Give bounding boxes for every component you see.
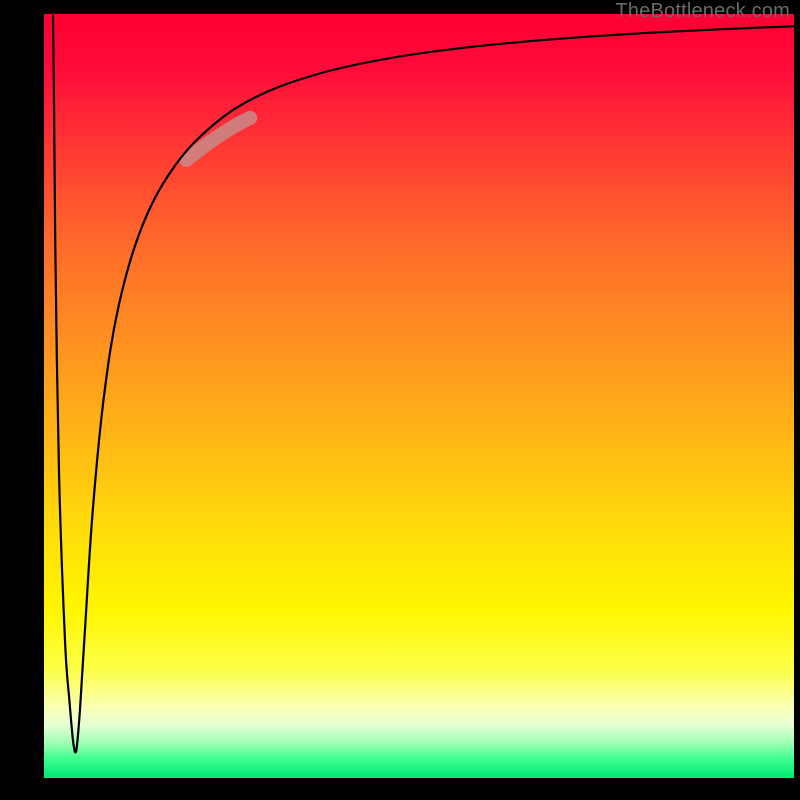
- main-curve: [53, 14, 794, 752]
- chart-root: TheBottleneck.com: [0, 0, 800, 800]
- highlight-segment: [187, 118, 251, 160]
- curve-layer: [44, 14, 794, 778]
- plot-area: [44, 14, 794, 778]
- watermark-text: TheBottleneck.com: [615, 0, 790, 23]
